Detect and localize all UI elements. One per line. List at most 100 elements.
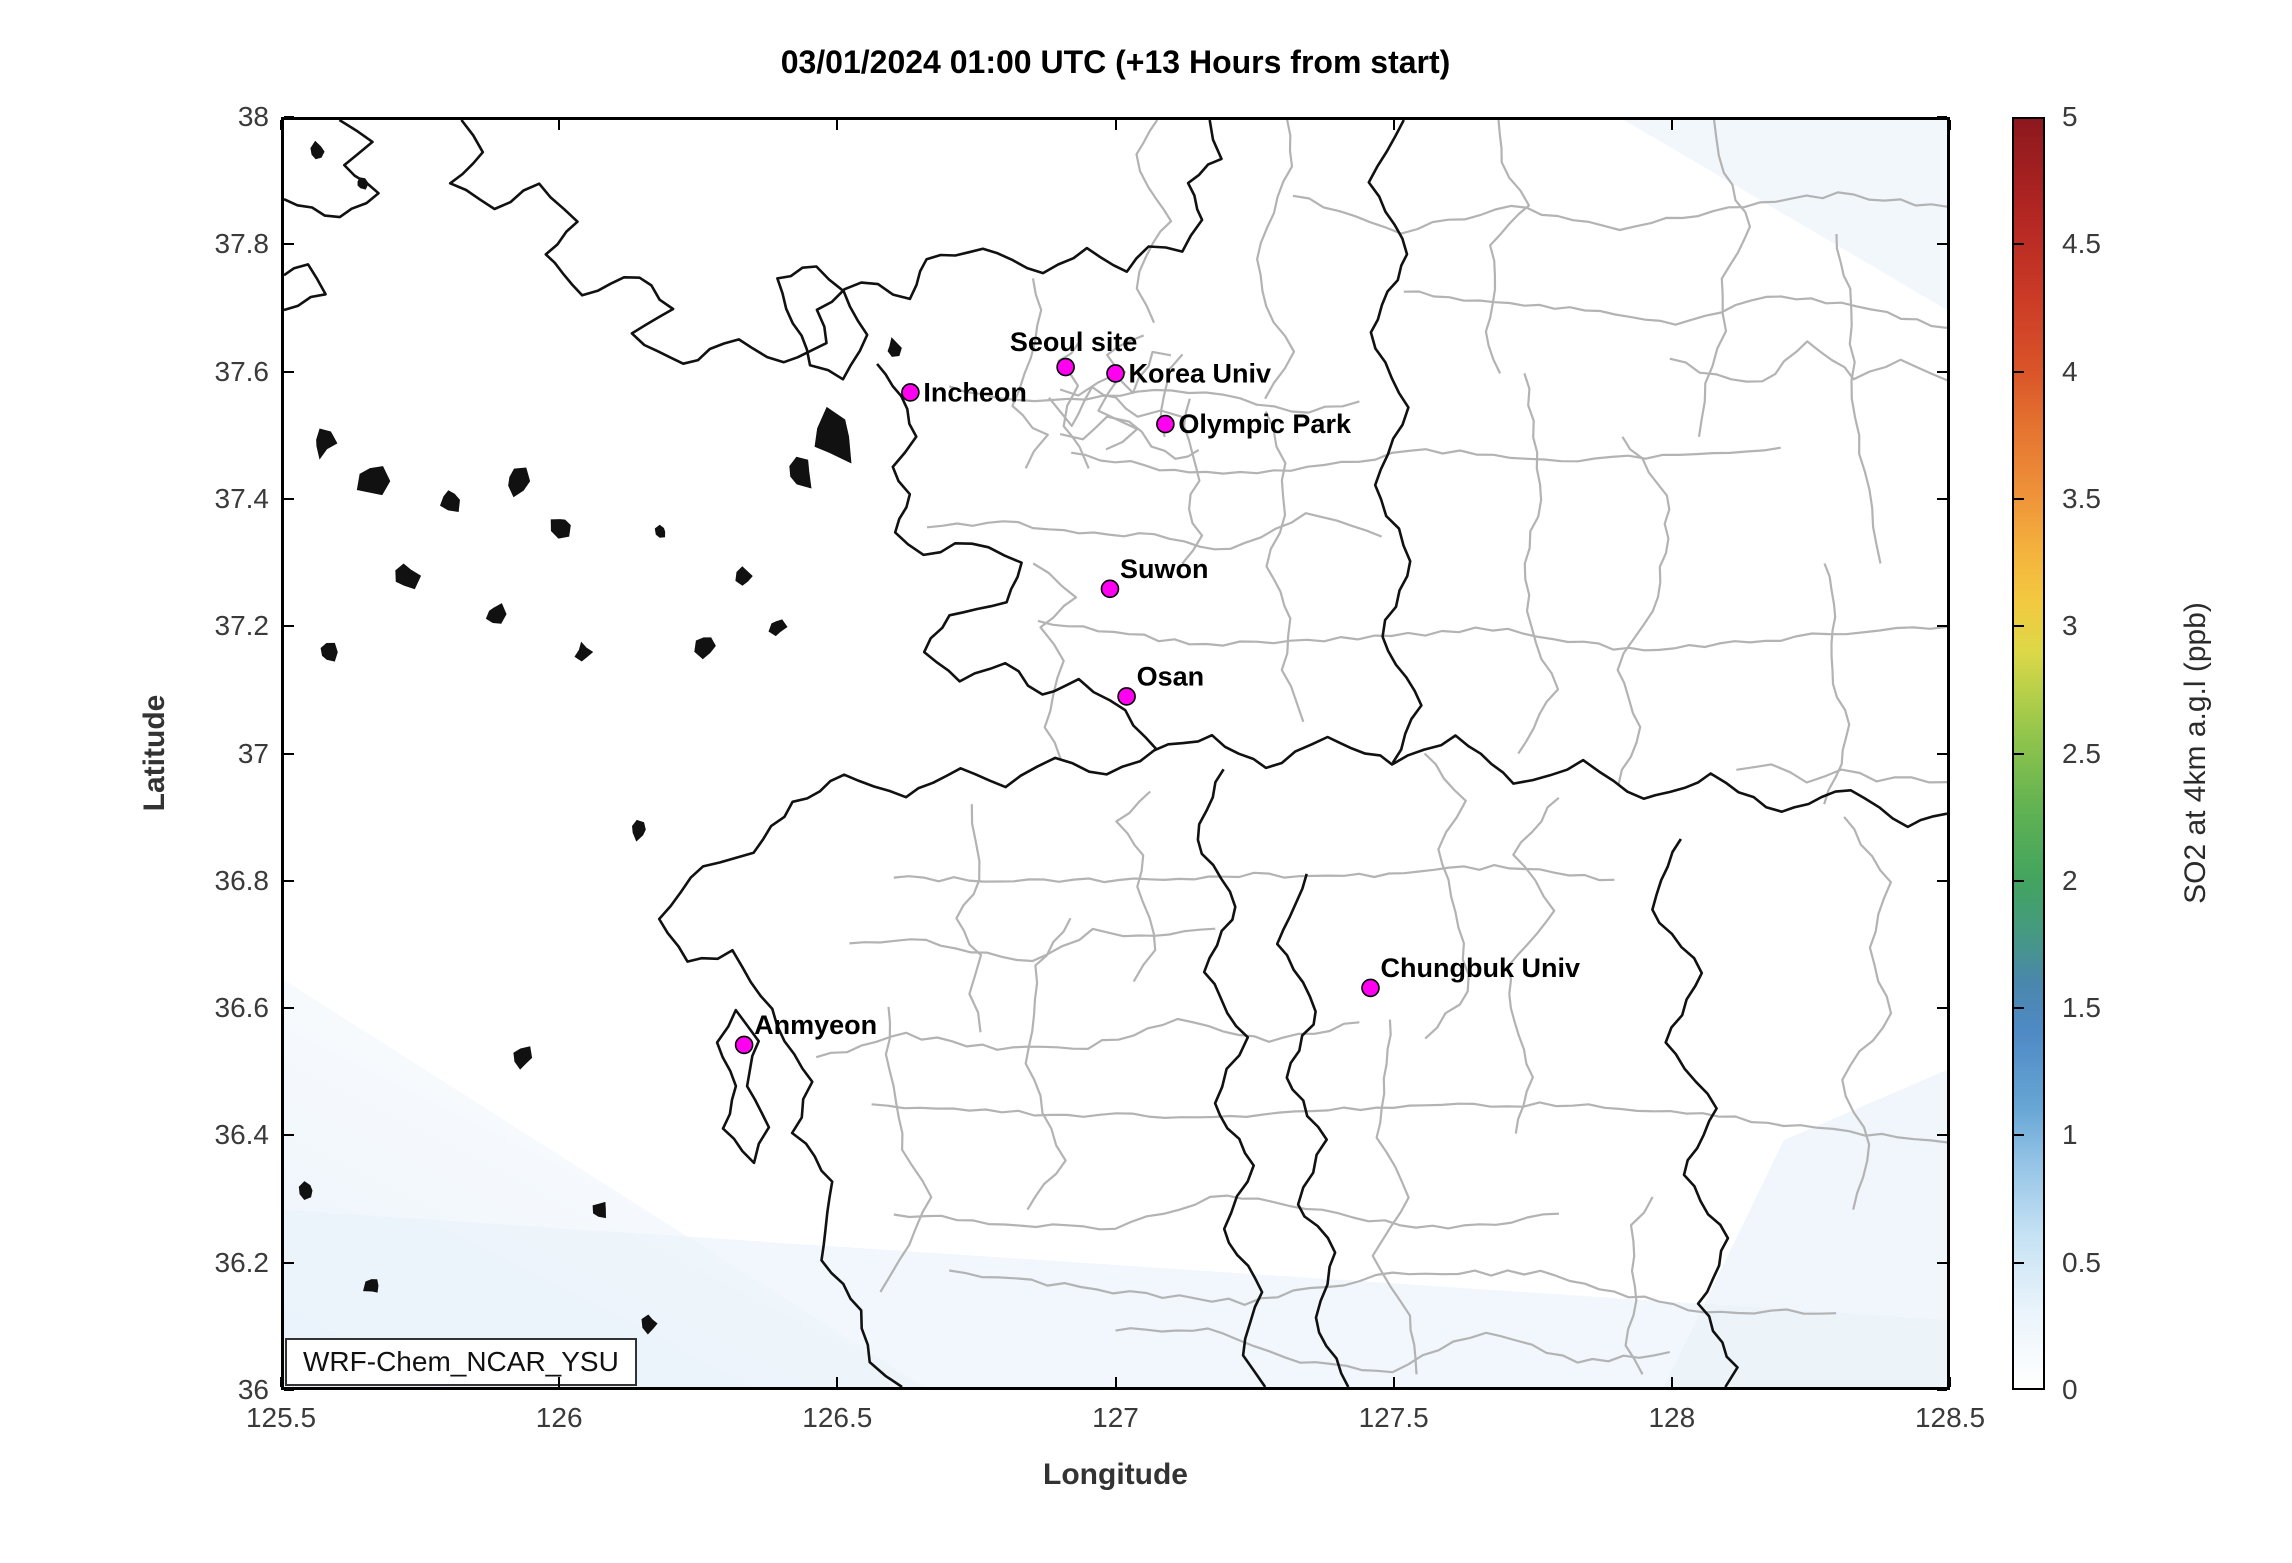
so2-field-tint <box>1624 120 1947 310</box>
x-tick-label: 127 <box>1092 1402 1139 1433</box>
municipal-boundary-line <box>949 1269 1837 1315</box>
map-plot-area: Seoul site Incheon Korea Univ Olympic Park S… <box>281 117 1950 1390</box>
y-tick-label: 37.2 <box>214 610 270 642</box>
tick-mark <box>1937 1389 1947 1391</box>
tick-mark <box>1114 120 1117 130</box>
y-tick-label: 37.6 <box>214 355 270 387</box>
municipal-boundary-line <box>849 927 1216 963</box>
tick-mark <box>284 1261 294 1264</box>
site-label: Incheon <box>923 377 1027 407</box>
site-marker <box>734 1035 754 1055</box>
tick-mark <box>1114 1377 1117 1387</box>
municipal-boundary-line <box>1506 796 1560 1134</box>
site-marker <box>1156 414 1175 434</box>
colorbar-tick-mark <box>2013 1134 2024 1137</box>
x-axis-label: Longitude <box>1043 1458 1188 1491</box>
small-island <box>735 566 753 586</box>
municipal-boundary-line <box>815 1017 1360 1059</box>
coastline <box>1651 838 1739 1387</box>
colorbar-tick-mark <box>2013 497 2024 500</box>
small-island <box>768 619 788 637</box>
municipal-boundary-line <box>1841 816 1893 1210</box>
small-island <box>310 140 325 160</box>
tick-mark <box>1392 120 1395 130</box>
tick-mark <box>558 1377 561 1387</box>
site-label: Chungbuk Univ <box>1380 953 1579 983</box>
municipal-boundary-line <box>1115 1327 1671 1374</box>
coastline <box>1367 120 1423 764</box>
x-tick-label: 128.5 <box>1914 1402 1986 1433</box>
tick-mark <box>1937 116 1947 118</box>
tick-mark <box>280 120 282 130</box>
tick-mark <box>1937 879 1947 882</box>
site-marker <box>901 383 920 402</box>
site-marker <box>1361 978 1380 998</box>
colorbar-tick-label: 3 <box>2062 610 2078 642</box>
colorbar-tick-label: 4.5 <box>2062 228 2101 260</box>
colorbar-label: SO2 at 4km a.g.l (ppb) <box>2179 602 2212 904</box>
site-label: Suwon <box>1120 554 1209 584</box>
tick-mark <box>1937 625 1947 628</box>
coastline <box>284 120 380 219</box>
x-tick-label: 126 <box>535 1402 583 1433</box>
tick-mark <box>1949 1377 1951 1387</box>
site-label: Anmyeon <box>754 1010 877 1040</box>
municipal-boundary-line <box>893 864 1615 884</box>
tick-mark <box>284 1134 294 1137</box>
small-island <box>632 819 646 842</box>
island-outline <box>715 1008 771 1165</box>
municipal-boundary-line <box>1823 563 1851 805</box>
small-island <box>320 642 338 662</box>
municipal-boundary-line <box>1697 120 1751 437</box>
x-tick-label: 128 <box>1648 1402 1696 1433</box>
small-island <box>550 519 571 539</box>
y-tick-label: 36.2 <box>214 1246 270 1278</box>
colorbar-tick-label: 0 <box>2062 1374 2078 1405</box>
small-island <box>439 490 460 512</box>
municipal-boundary-line <box>1011 278 1049 469</box>
tick-mark <box>280 1377 282 1387</box>
tick-mark <box>284 1389 294 1391</box>
site-marker <box>1100 579 1120 599</box>
municipal-boundary-line <box>1835 233 1882 564</box>
colorbar-tick-label: 2.5 <box>2062 737 2101 769</box>
y-tick-label: 36.8 <box>214 864 270 896</box>
small-island <box>298 1181 313 1201</box>
municipal-boundary-line <box>1484 120 1531 374</box>
y-tick-label: 38 <box>237 101 269 132</box>
x-tick-label: 126.5 <box>802 1402 873 1433</box>
tick-mark <box>836 120 839 130</box>
tick-mark <box>1670 120 1673 130</box>
municipal-boundary-line <box>1037 619 1947 652</box>
site-label: Olympic Park <box>1178 409 1352 439</box>
y-tick-label: 36 <box>237 1374 269 1405</box>
municipal-boundary-line <box>1736 763 1947 784</box>
tick-mark <box>1937 497 1947 500</box>
site-marker <box>1056 357 1075 377</box>
coastline <box>1153 733 1947 829</box>
small-island <box>592 1201 606 1219</box>
tick-mark <box>284 116 294 118</box>
municipal-boundary-line <box>1097 334 1145 451</box>
tick-mark <box>284 243 294 246</box>
colorbar-tick-label: 0.5 <box>2062 1246 2101 1278</box>
small-island <box>357 177 369 190</box>
colorbar-tick-label: 1 <box>2062 1119 2078 1151</box>
municipal-boundary-line <box>1024 917 1072 1211</box>
municipal-boundary-line <box>1669 340 1947 383</box>
municipal-boundary-line <box>1059 350 1172 397</box>
y-tick-label: 36.6 <box>214 992 270 1024</box>
small-island <box>513 1046 533 1070</box>
colorbar-tick-mark <box>2013 625 2024 628</box>
municipal-boundary-line <box>1616 436 1671 786</box>
site-label: Seoul site <box>1010 327 1138 357</box>
site-marker <box>1117 687 1136 706</box>
municipal-boundary-line <box>1256 120 1296 400</box>
small-island <box>363 1279 379 1293</box>
municipal-boundary-line <box>1292 191 1947 235</box>
tick-mark <box>836 1377 839 1387</box>
municipal-boundary-line <box>955 804 983 1033</box>
coastline <box>1196 768 1267 1387</box>
small-island <box>574 641 594 662</box>
tick-mark <box>284 370 294 373</box>
